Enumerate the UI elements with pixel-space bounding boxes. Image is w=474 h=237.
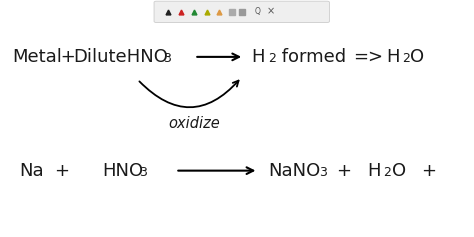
Text: Na: Na — [19, 162, 44, 180]
Text: +: + — [55, 162, 70, 180]
Text: oxidize: oxidize — [168, 116, 220, 131]
Text: O: O — [392, 162, 406, 180]
Text: =>: => — [353, 48, 383, 66]
Text: ×: × — [267, 7, 275, 17]
Text: formed: formed — [276, 48, 346, 66]
Text: NaNO: NaNO — [268, 162, 320, 180]
FancyArrowPatch shape — [139, 81, 238, 107]
Text: +: + — [55, 48, 81, 66]
Text: HNO: HNO — [121, 48, 168, 66]
Text: 2: 2 — [268, 52, 276, 65]
Text: O: O — [410, 48, 424, 66]
Text: 2: 2 — [383, 166, 391, 179]
Text: Dilute: Dilute — [73, 48, 127, 66]
FancyBboxPatch shape — [154, 1, 329, 23]
Text: H: H — [386, 48, 400, 66]
Text: 3: 3 — [139, 166, 147, 179]
Text: +: + — [421, 162, 436, 180]
Text: 2: 2 — [402, 52, 410, 65]
Text: Metal: Metal — [12, 48, 62, 66]
Text: +: + — [337, 162, 352, 180]
Text: HNO: HNO — [102, 162, 143, 180]
Text: H: H — [367, 162, 381, 180]
Text: 3: 3 — [164, 52, 172, 65]
Text: H: H — [251, 48, 264, 66]
Text: Q: Q — [255, 7, 260, 16]
Text: 3: 3 — [319, 166, 327, 179]
